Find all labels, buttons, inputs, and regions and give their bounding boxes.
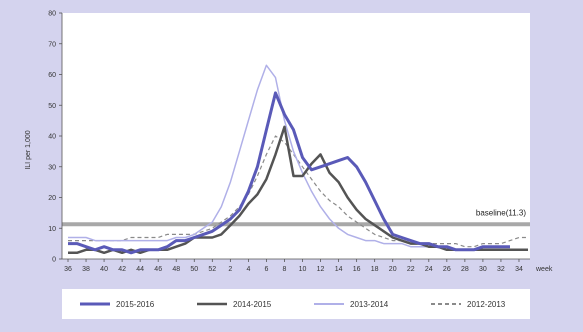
y-tick-label: 50 bbox=[48, 103, 56, 110]
x-tick-label: 14 bbox=[335, 266, 343, 273]
x-tick-label: 44 bbox=[136, 266, 144, 273]
x-tick-label: 22 bbox=[407, 266, 415, 273]
baseline: baseline(11.3) bbox=[62, 208, 530, 227]
legend-label-2013-2014: 2013-2014 bbox=[350, 300, 389, 309]
y-tick-label: 70 bbox=[48, 41, 56, 48]
x-axis-ticks: 36 38 40 42 44 46 48 50 52 2 4 6 8 10 12 14 16 18 20 22 24 26… bbox=[64, 259, 523, 273]
legend-label-2014-2015: 2014-2015 bbox=[233, 300, 272, 309]
x-tick-label: 28 bbox=[461, 266, 469, 273]
x-axis-title: week bbox=[535, 266, 553, 273]
x-tick-label: 26 bbox=[443, 266, 451, 273]
x-tick-label: 24 bbox=[425, 266, 433, 273]
y-axis-title: ILI per 1,000 bbox=[25, 130, 32, 169]
legend-label-2015-2016: 2015-2016 bbox=[116, 300, 155, 309]
y-tick-label: 0 bbox=[52, 257, 56, 264]
x-tick-label: 18 bbox=[371, 266, 379, 273]
x-tick-label: 42 bbox=[118, 266, 126, 273]
y-tick-label: 10 bbox=[48, 226, 56, 233]
x-tick-label: 12 bbox=[317, 266, 325, 273]
y-tick-label: 20 bbox=[48, 195, 56, 202]
series-line-2015-2016 bbox=[68, 91, 510, 255]
x-tick-label: 50 bbox=[190, 266, 198, 273]
y-tick-label: 80 bbox=[48, 11, 56, 18]
y-axis-ticks: 0 10 20 30 40 50 60 70 80 bbox=[48, 11, 62, 264]
y-tick-label: 60 bbox=[48, 72, 56, 79]
x-tick-label: 20 bbox=[389, 266, 397, 273]
x-tick-label: 48 bbox=[172, 266, 180, 273]
x-tick-label: 8 bbox=[283, 266, 287, 273]
series-lines bbox=[68, 64, 528, 255]
x-tick-label: 38 bbox=[82, 266, 90, 273]
legend: 2015-2016 2014-2015 2013-2014 2012-2013 bbox=[80, 300, 506, 309]
x-tick-label: 40 bbox=[100, 266, 108, 273]
x-tick-label: 16 bbox=[353, 266, 361, 273]
y-tick-label: 30 bbox=[48, 164, 56, 171]
x-tick-label: 2 bbox=[228, 266, 232, 273]
legend-label-2012-2013: 2012-2013 bbox=[467, 300, 506, 309]
x-tick-label: 6 bbox=[264, 266, 268, 273]
x-tick-label: 46 bbox=[154, 266, 162, 273]
x-tick-label: 32 bbox=[497, 266, 505, 273]
x-tick-label: 36 bbox=[64, 266, 72, 273]
x-tick-label: 52 bbox=[208, 266, 216, 273]
y-tick-label: 40 bbox=[48, 134, 56, 141]
x-tick-label: 10 bbox=[299, 266, 307, 273]
baseline-label: baseline(11.3) bbox=[476, 208, 526, 217]
x-tick-label: 34 bbox=[515, 266, 523, 273]
x-tick-label: 30 bbox=[479, 266, 487, 273]
x-tick-label: 4 bbox=[246, 266, 250, 273]
